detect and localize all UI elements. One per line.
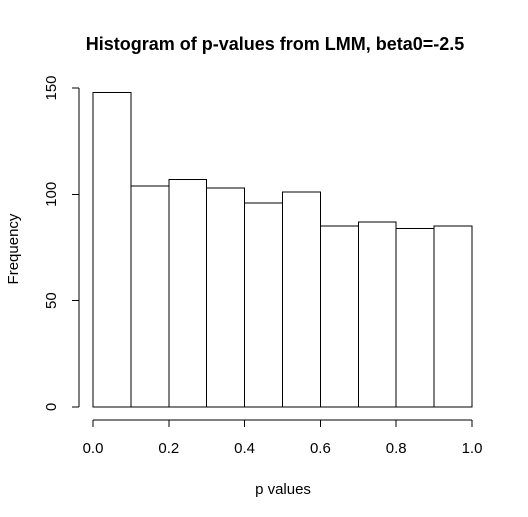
- chart-title: Histogram of p-values from LMM, beta0=-2…: [86, 34, 465, 54]
- y-tick-label-3: 150: [43, 75, 60, 100]
- x-axis-label: p values: [255, 481, 311, 498]
- y-axis-label: Frequency: [5, 213, 22, 284]
- histogram-bar-2: [130, 185, 170, 408]
- x-tick-label-5: 1.0: [462, 440, 483, 457]
- histogram-bar-1: [92, 91, 132, 408]
- histogram-bar-4: [206, 187, 246, 408]
- histogram-bar-9: [395, 227, 435, 408]
- histogram-bar-6: [282, 191, 321, 408]
- y-tick-label-1: 50: [43, 292, 60, 309]
- histogram-bar-8: [357, 221, 397, 408]
- x-tick-label-2: 0.4: [234, 440, 255, 457]
- x-axis: 0.0 0.2 0.4 0.6 0.8 1.0: [83, 419, 483, 457]
- histogram-bar-7: [319, 225, 359, 408]
- x-tick-label-0: 0.0: [83, 440, 104, 457]
- y-tick-label-2: 100: [43, 182, 60, 207]
- histogram-bar-5: [244, 202, 284, 408]
- bars-group: [92, 91, 473, 408]
- x-tick-label-1: 0.2: [158, 440, 179, 457]
- x-tick-label-3: 0.6: [310, 440, 331, 457]
- y-axis: 0 50 100 150: [43, 75, 80, 411]
- x-tick-label-4: 0.8: [386, 440, 407, 457]
- histogram-bar-10: [433, 225, 473, 408]
- histogram-bar-3: [168, 178, 208, 408]
- y-tick-label-0: 0: [43, 403, 60, 411]
